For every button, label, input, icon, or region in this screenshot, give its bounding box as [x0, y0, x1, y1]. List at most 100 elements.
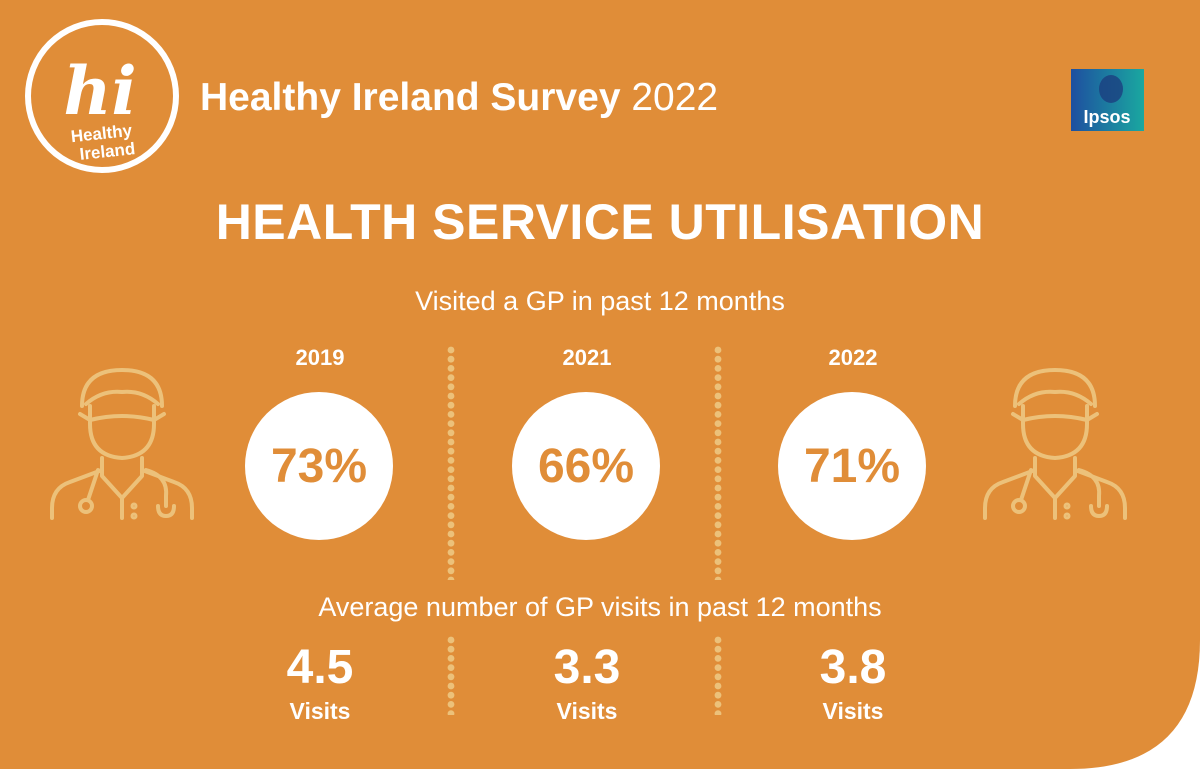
divider-dot — [447, 576, 455, 580]
divider-dot — [714, 636, 722, 644]
percent-value: 71% — [803, 439, 901, 493]
divider-dot — [447, 655, 455, 662]
survey-title-text: Healthy Ireland Survey — [200, 76, 621, 119]
visits-value: 4.5 — [286, 641, 354, 694]
divider-dot — [714, 346, 722, 354]
divider-dot — [714, 503, 722, 510]
divider-dot — [447, 374, 455, 381]
divider-dot — [714, 549, 722, 556]
divider-dot — [714, 447, 722, 455]
divider-dot — [714, 558, 722, 565]
divider-dot — [447, 420, 455, 427]
divider-dot — [447, 664, 455, 671]
year-label: 2022 — [828, 345, 878, 370]
divider-dot — [447, 429, 455, 437]
divider-dot — [447, 673, 455, 681]
survey-year: 2022 — [631, 76, 719, 119]
divider-dot — [714, 493, 722, 501]
ipsos-text: Ipsos — [1083, 107, 1130, 127]
divider-dot — [714, 664, 722, 671]
divider-dot — [714, 420, 722, 427]
divider-dot — [714, 392, 722, 400]
divider-dot — [714, 401, 722, 409]
divider-dot — [447, 447, 455, 455]
visits-value: 3.3 — [553, 641, 621, 694]
divider-dot — [714, 701, 722, 708]
divider-dot — [714, 457, 722, 464]
divider-dot — [447, 401, 455, 409]
ipsos-logo: Ipsos — [1071, 69, 1144, 131]
healthy-ireland-logo: hi Healthy Ireland — [25, 19, 179, 173]
percent-circle: 71% — [778, 392, 926, 540]
divider-dot — [714, 355, 722, 363]
divider-dot — [447, 355, 455, 363]
visits-label: Visits — [289, 698, 351, 724]
divider-dot — [447, 392, 455, 400]
divider-dot — [714, 383, 722, 391]
divider-dot — [714, 710, 722, 715]
divider-dot — [447, 484, 455, 492]
divider-dot — [447, 438, 455, 446]
divider-dot — [714, 438, 722, 446]
divider-dot — [447, 493, 455, 501]
divider-dot — [714, 484, 722, 492]
doctor-icon — [50, 368, 194, 520]
year-label: 2019 — [295, 345, 345, 370]
divider-dot — [447, 466, 455, 473]
divider-dot — [714, 466, 722, 473]
divider-dot — [714, 691, 722, 699]
divider-dot — [447, 636, 455, 644]
logo-hi-text: hi — [63, 52, 136, 130]
divider-dot — [714, 682, 722, 690]
divider-dot — [714, 411, 722, 418]
dotted-divider — [447, 346, 455, 580]
divider-dot — [714, 429, 722, 437]
dotted-divider — [714, 346, 722, 580]
percent-value: 66% — [537, 439, 635, 493]
divider-dot — [714, 645, 722, 653]
divider-dot — [447, 645, 455, 653]
divider-dot — [447, 521, 455, 529]
divider-dot — [447, 346, 455, 354]
divider-dot — [447, 457, 455, 464]
percent-circle: 66% — [512, 392, 660, 540]
percent-circle: 73% — [245, 392, 393, 540]
dotted-divider — [714, 636, 722, 715]
divider-dot — [447, 691, 455, 699]
divider-dot — [447, 682, 455, 690]
divider-dot — [447, 701, 455, 708]
divider-dot — [447, 530, 455, 538]
divider-dot — [447, 512, 455, 519]
gp-visited-heading: Visited a GP in past 12 months — [415, 286, 785, 316]
visits-value: 3.8 — [819, 641, 887, 694]
divider-dot — [447, 503, 455, 510]
divider-dot — [714, 539, 722, 547]
main-title: HEALTH SERVICE UTILISATION — [215, 194, 985, 250]
visits-label: Visits — [822, 698, 884, 724]
divider-dot — [447, 549, 455, 556]
survey-title: Healthy Ireland Survey 2022 — [200, 76, 718, 120]
divider-dot — [447, 365, 455, 372]
divider-dot — [447, 558, 455, 565]
divider-dot — [714, 673, 722, 681]
gp-visits-heading: Average number of GP visits in past 12 m… — [318, 592, 882, 622]
divider-dot — [447, 567, 455, 575]
year-label: 2021 — [562, 345, 612, 370]
divider-dot — [714, 374, 722, 381]
divider-dot — [714, 475, 722, 483]
percent-value: 73% — [270, 439, 368, 493]
divider-dot — [714, 530, 722, 538]
divider-dot — [714, 521, 722, 529]
divider-dot — [714, 512, 722, 519]
divider-dot — [447, 539, 455, 547]
divider-dot — [447, 411, 455, 418]
divider-dot — [447, 383, 455, 391]
divider-dot — [714, 576, 722, 580]
divider-dot — [714, 365, 722, 372]
dotted-divider — [447, 636, 455, 715]
visits-label: Visits — [556, 698, 618, 724]
divider-dot — [714, 567, 722, 575]
divider-dot — [714, 655, 722, 662]
divider-dot — [447, 475, 455, 483]
